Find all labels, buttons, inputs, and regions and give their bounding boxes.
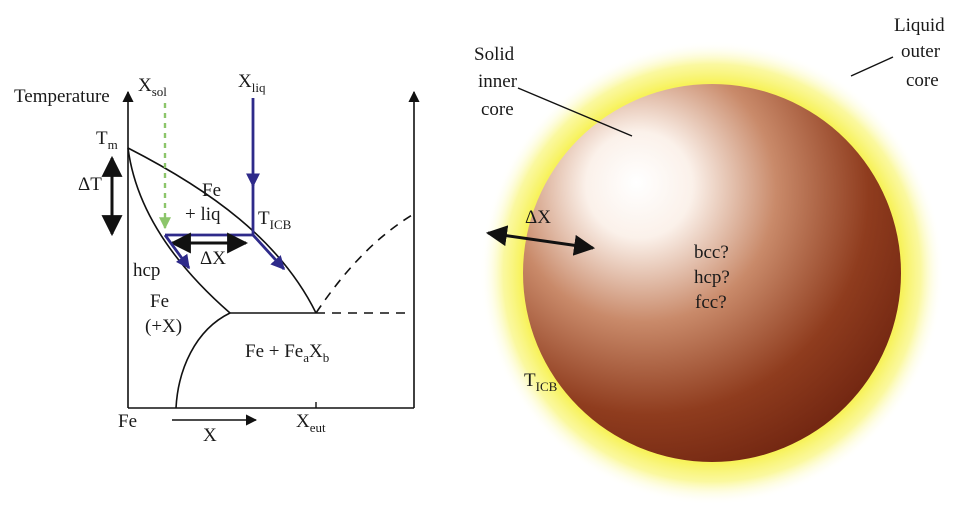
x-eut-label: Xeut bbox=[296, 411, 326, 435]
phase-hcp-label: hcp? bbox=[694, 267, 730, 288]
hcp-label: hcp bbox=[133, 260, 160, 281]
x-eut-sub: eut bbox=[310, 420, 326, 435]
solid-inner-core-sphere bbox=[523, 84, 901, 462]
fe-liq-label-2: + liq bbox=[185, 204, 221, 225]
x-sol-sub: sol bbox=[152, 84, 168, 99]
outer-core-leader-line bbox=[850, 56, 894, 77]
liquid-outer-core-label-1: Liquid bbox=[894, 15, 945, 36]
t-icb-diagram-label: TICB bbox=[258, 208, 292, 232]
fe-liq-label-1: Fe bbox=[202, 180, 221, 201]
eutectic-sub-b: b bbox=[323, 350, 330, 365]
t-icb-base: T bbox=[258, 208, 270, 229]
solidus-curve bbox=[127, 147, 231, 314]
inner-core-leader-line bbox=[517, 87, 633, 137]
eutectic-sub-a: a bbox=[303, 350, 309, 365]
tm-sub: m bbox=[108, 137, 118, 152]
delta-t-label: ΔT bbox=[78, 174, 102, 195]
phase-diagram: Temperature Tm ΔT Xsol Xliq Fe + liq TIC… bbox=[14, 71, 420, 446]
t-icb-core-label: TICB bbox=[524, 370, 558, 394]
x-liq-sub: liq bbox=[252, 80, 266, 95]
liquidus-curve bbox=[127, 147, 317, 314]
solid-inner-core-label-1: Solid bbox=[474, 44, 515, 65]
core-sphere-illustration: Solid inner core Liquid outer core ΔX bc… bbox=[474, 15, 945, 505]
temperature-label: Temperature bbox=[14, 86, 110, 107]
delta-x-core-label: ΔX bbox=[525, 207, 551, 228]
delta-x-diagram-label: ΔX bbox=[200, 248, 226, 269]
tm-label: Tm bbox=[96, 128, 118, 152]
fe-x-label-2: (+X) bbox=[145, 316, 182, 337]
eutectic-base: Fe + Fe bbox=[245, 341, 303, 362]
x-axis-arrow-label: X bbox=[203, 425, 217, 446]
eutectic-region-label: Fe + FeaXb bbox=[245, 341, 329, 365]
solid-inner-core-label-2: inner bbox=[478, 71, 518, 92]
t-icb-sub: ICB bbox=[270, 217, 292, 232]
x-sol-base: X bbox=[138, 75, 152, 96]
x-liq-label: Xliq bbox=[238, 71, 266, 95]
solid-inner-core-label-3: core bbox=[481, 99, 514, 120]
t-icb-core-base: T bbox=[524, 370, 536, 391]
solid-path-arrow bbox=[163, 234, 191, 270]
dashed-liquidus bbox=[315, 214, 413, 314]
tm-base: T bbox=[96, 128, 108, 149]
phase-bcc-label: bcc? bbox=[694, 242, 729, 263]
eutectic-mid: X bbox=[309, 341, 323, 362]
solvus-curve bbox=[175, 312, 231, 409]
liquid-outer-core-label-2: outer bbox=[901, 41, 941, 62]
liquid-outer-core-label-3: core bbox=[906, 70, 939, 91]
fe-axis-label: Fe bbox=[118, 411, 137, 432]
t-icb-core-sub: ICB bbox=[536, 379, 558, 394]
phase-fcc-label: fcc? bbox=[695, 292, 727, 313]
liquid-path-arrow bbox=[251, 234, 286, 271]
delta-x-boundary-arrow bbox=[485, 225, 596, 256]
fe-x-label-1: Fe bbox=[150, 291, 169, 312]
x-liq-base: X bbox=[238, 71, 252, 92]
x-eut-base: X bbox=[296, 411, 310, 432]
x-sol-label: Xsol bbox=[138, 75, 167, 99]
